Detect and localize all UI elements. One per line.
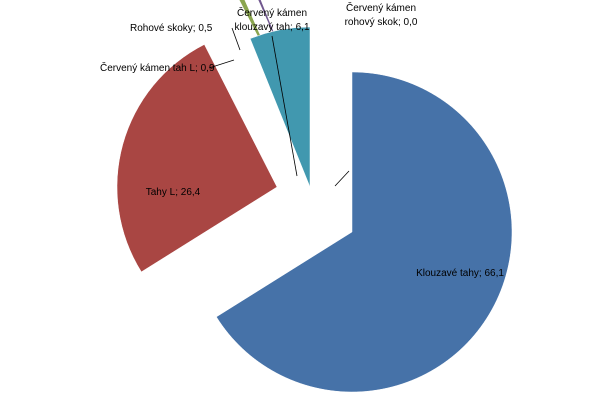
- label-klouzave-tahy: Klouzavé tahy; 66,1: [416, 268, 504, 279]
- pie-slice-tahy-l: [116, 44, 278, 273]
- leader-line-cerveny-kamen-klouzavy-tah: [271, 35, 298, 177]
- label-cerveny-kamen-tah-l: Červený kámen tah L; 0,9: [100, 61, 215, 74]
- label-cerveny-kamen-rohovy-skok-line2: rohový skok; 0,0: [345, 17, 418, 28]
- leader-line-cerveny-kamen-tah-l: [208, 59, 235, 69]
- leader-line-rohove-skoky: [231, 27, 241, 51]
- label-cerveny-kamen-klouzavy-tah-line2: klouzavý tah; 6,1: [234, 22, 309, 33]
- label-tahy-l: Tahy L; 26,4: [146, 187, 201, 198]
- pie-slice-rohove-skoky: [257, 0, 293, 78]
- label-rohove-skoky: Rohové skoky; 0,5: [130, 23, 213, 34]
- label-cerveny-kamen-rohovy-skok-line1: Červený kámen: [346, 1, 416, 14]
- leader-line-cerveny-kamen-rohovy-skok: [334, 170, 350, 187]
- slices-layer: [116, 0, 513, 393]
- pie-slice-cerveny-kamen-klouzavy-tah: [249, 26, 311, 188]
- label-cerveny-kamen-klouzavy-tah-line1: Červený kámen: [237, 6, 307, 19]
- pie-slice-klouzave-tahy: [216, 71, 513, 393]
- leader-lines-layer: [208, 27, 350, 187]
- labels-layer: Klouzavé tahy; 66,1 Tahy L; 26,4 Červený…: [100, 1, 504, 279]
